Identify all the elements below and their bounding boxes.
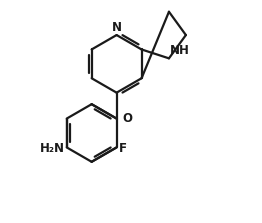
Text: N: N (112, 21, 122, 34)
Text: F: F (119, 142, 127, 155)
Text: O: O (122, 112, 132, 125)
Text: H₂N: H₂N (40, 142, 64, 155)
Text: NH: NH (170, 43, 190, 57)
